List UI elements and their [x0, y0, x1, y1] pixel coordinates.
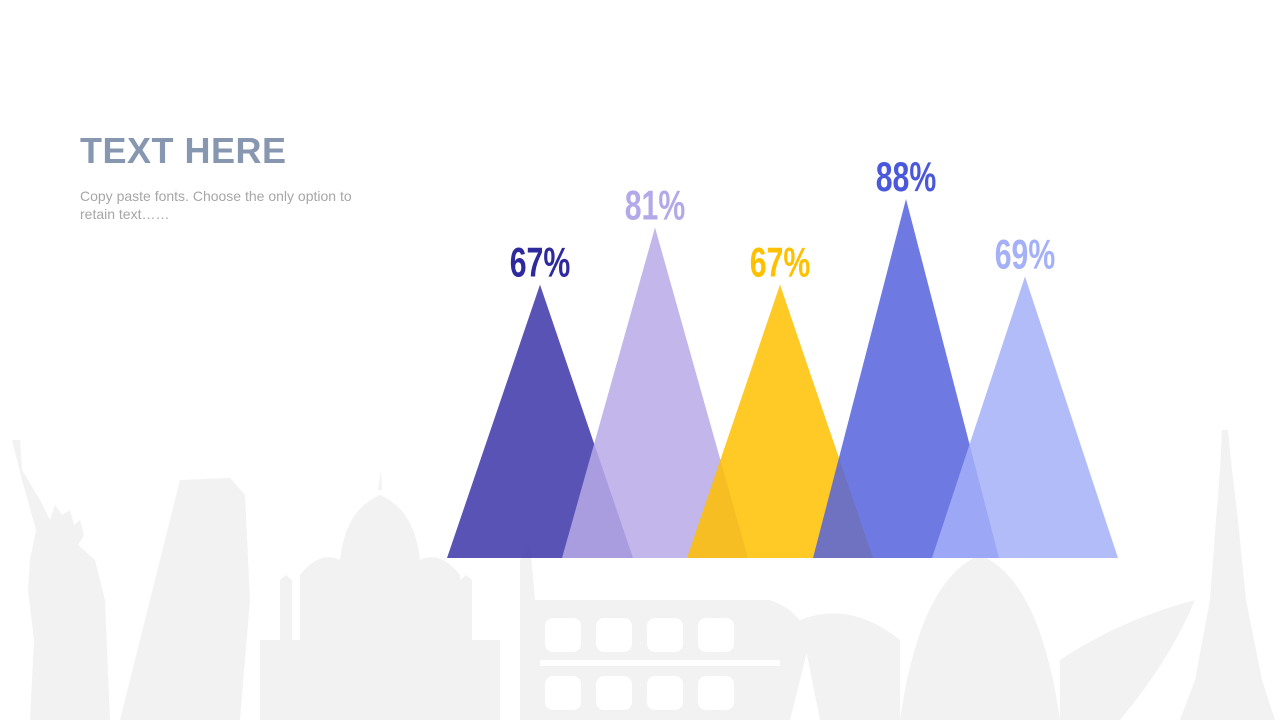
- data-label-5: 69%: [995, 231, 1056, 278]
- opera-arch-icon: [800, 555, 1195, 720]
- statue-of-liberty-icon: [12, 440, 110, 720]
- eiffel-tower-icon: [1180, 430, 1275, 720]
- page-title: TEXT HERE: [80, 130, 287, 171]
- data-label-1: 67%: [510, 239, 571, 286]
- page-subtitle: Copy paste fonts. Choose the only option…: [80, 188, 352, 222]
- leaning-tower-icon: [120, 478, 250, 720]
- data-label-2: 81%: [625, 182, 686, 229]
- triangle-bar-3: [687, 284, 873, 558]
- data-label-4: 88%: [876, 153, 937, 200]
- triangle-bar-2: [562, 227, 748, 558]
- triangle-bar-5: [932, 276, 1118, 558]
- data-label-3: 67%: [750, 239, 811, 286]
- taj-mahal-icon: [260, 470, 500, 720]
- triangle-bar-4: [813, 198, 999, 558]
